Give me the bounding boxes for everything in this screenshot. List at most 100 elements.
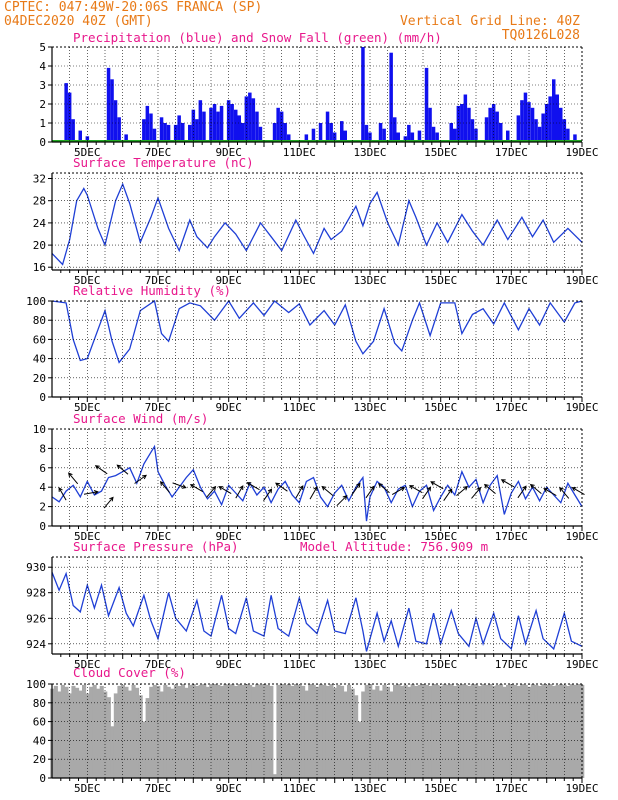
cloud-cover-column	[541, 684, 546, 778]
cloud-cover-column	[223, 684, 228, 778]
wind-arrow	[409, 485, 423, 494]
cloud-cover-column	[354, 695, 359, 778]
cloud-cover-column	[375, 685, 380, 778]
precipitation-bar	[453, 128, 457, 142]
cloud-cover-column	[573, 684, 578, 778]
precipitation-bar	[329, 123, 333, 142]
cloud-cover-column	[124, 686, 129, 778]
cloud-cover-column	[156, 685, 161, 778]
humidity-x-tick-label: 11DEC	[283, 401, 316, 414]
humidity-x-tick-label: 15DEC	[424, 401, 457, 414]
cloud-cover-column	[173, 684, 178, 778]
wind-y-tick-label: 10	[33, 423, 46, 436]
cloud-x-tick-label: 15DEC	[424, 782, 457, 795]
precipitation-bar	[152, 128, 157, 142]
precipitation-x-tick-label: 5DEC	[74, 146, 101, 159]
cloud-cover-column	[393, 684, 398, 778]
cloud-cover-column	[340, 685, 345, 778]
precipitation-bar	[573, 134, 577, 142]
precipitation-bar	[67, 92, 72, 142]
precipitation-y-tick-label: 5	[39, 41, 46, 54]
pressure-y-tick-label: 928	[26, 587, 46, 600]
cloud-x-tick-label: 7DEC	[145, 782, 172, 795]
humidity-y-tick-label: 40	[33, 353, 46, 366]
precipitation-bar	[272, 123, 277, 142]
cloud-cover-column	[446, 684, 451, 778]
precipitation-x-tick-label: 11DEC	[283, 146, 316, 159]
precipitation-bar	[248, 92, 252, 142]
cloud-cover-column	[580, 684, 585, 778]
cloud-title: Cloud Cover (%)	[73, 665, 186, 680]
cloud-cover-column	[159, 691, 164, 778]
cloud-cover-column	[99, 685, 104, 778]
cloud-x-tick-label: 19DEC	[565, 782, 598, 795]
precipitation-bar	[255, 111, 259, 142]
temperature-y-tick-label: 24	[33, 217, 47, 230]
cloud-cover-column	[209, 684, 214, 778]
precipitation-bar	[234, 109, 238, 142]
pressure-x-tick-label: 19DEC	[565, 658, 598, 671]
precipitation-bar	[304, 134, 309, 142]
cloud-cover-column	[516, 685, 521, 778]
temperature-x-tick-label: 13DEC	[353, 274, 386, 287]
cloud-cover-column	[552, 685, 557, 778]
cloud-cover-column	[318, 684, 323, 778]
precipitation-bar	[548, 96, 552, 142]
cloud-cover-column	[371, 689, 376, 778]
cloud-cover-column	[495, 684, 500, 778]
precipitation-bar	[283, 123, 287, 142]
cloud-cover-column	[135, 687, 140, 778]
wind-arrow	[172, 482, 187, 489]
pressure-series-line	[51, 571, 583, 652]
cloud-cover-column	[60, 684, 65, 778]
cloud-cover-column	[142, 721, 147, 778]
cloud-cover-column	[251, 686, 256, 778]
temperature-x-tick-label: 19DEC	[565, 274, 598, 287]
temperature-y-tick-label: 28	[33, 195, 46, 208]
cloud-cover-column	[181, 684, 186, 778]
pressure-title: Surface Pressure (hPa)	[73, 539, 239, 554]
humidity-x-tick-label: 5DEC	[74, 401, 101, 414]
precipitation-bar	[460, 104, 464, 142]
cloud-cover-column	[195, 685, 200, 778]
humidity-series-line	[51, 299, 583, 364]
cloud-cover-column	[559, 684, 564, 778]
cloud-cover-column	[421, 684, 426, 778]
wind-arrow	[246, 482, 260, 491]
wind-arrow	[68, 472, 79, 485]
cloud-cover-column	[106, 697, 111, 778]
wind-arrow	[443, 488, 453, 501]
precipitation-bar	[110, 79, 114, 142]
precipitation-bar	[516, 115, 521, 142]
cloud-cover-column	[258, 684, 263, 778]
precipitation-bar	[145, 105, 150, 142]
humidity-x-tick-label: 7DEC	[145, 401, 172, 414]
cloud-cover-column	[566, 685, 571, 778]
precipitation-bar	[177, 115, 181, 142]
wind-arrow	[263, 488, 273, 501]
cloud-cover-column	[177, 685, 182, 778]
precipitation-bar	[195, 119, 199, 142]
cloud-cover-column	[198, 684, 203, 778]
precipitation-bar	[555, 94, 559, 142]
cloud-cover-column	[435, 684, 440, 778]
precipitation-bar	[311, 128, 316, 142]
temperature-panel: 16 20 24 28 32 5DEC 7DEC 9DEC 11DEC 13DEC 15DEC 17D…	[33, 172, 599, 287]
precipitation-bar	[534, 119, 538, 142]
temperature-x-tick-label: 17DEC	[495, 274, 528, 287]
cloud-cover-column	[202, 684, 207, 778]
cloud-cover-column	[269, 685, 274, 778]
cloud-cover-column	[364, 684, 369, 778]
wind-arrow	[559, 486, 570, 499]
cloud-panel: 0 20 40 60 80 100 5DEC 7DEC 9DEC 11DEC 13DEC 15DEC 1…	[26, 678, 598, 795]
precipitation-x-tick-label: 13DEC	[353, 146, 386, 159]
temperature-x-tick-label: 11DEC	[283, 274, 316, 287]
wind-x-tick-label: 11DEC	[283, 530, 316, 543]
cloud-cover-column	[219, 685, 224, 778]
pressure-y-tick-label: 930	[26, 561, 46, 574]
cloud-cover-column	[272, 774, 277, 778]
temperature-x-tick-label: 7DEC	[145, 274, 172, 287]
cloud-cover-column	[449, 684, 454, 778]
precipitation-bar	[488, 107, 492, 142]
cloud-x-tick-label: 13DEC	[353, 782, 386, 795]
